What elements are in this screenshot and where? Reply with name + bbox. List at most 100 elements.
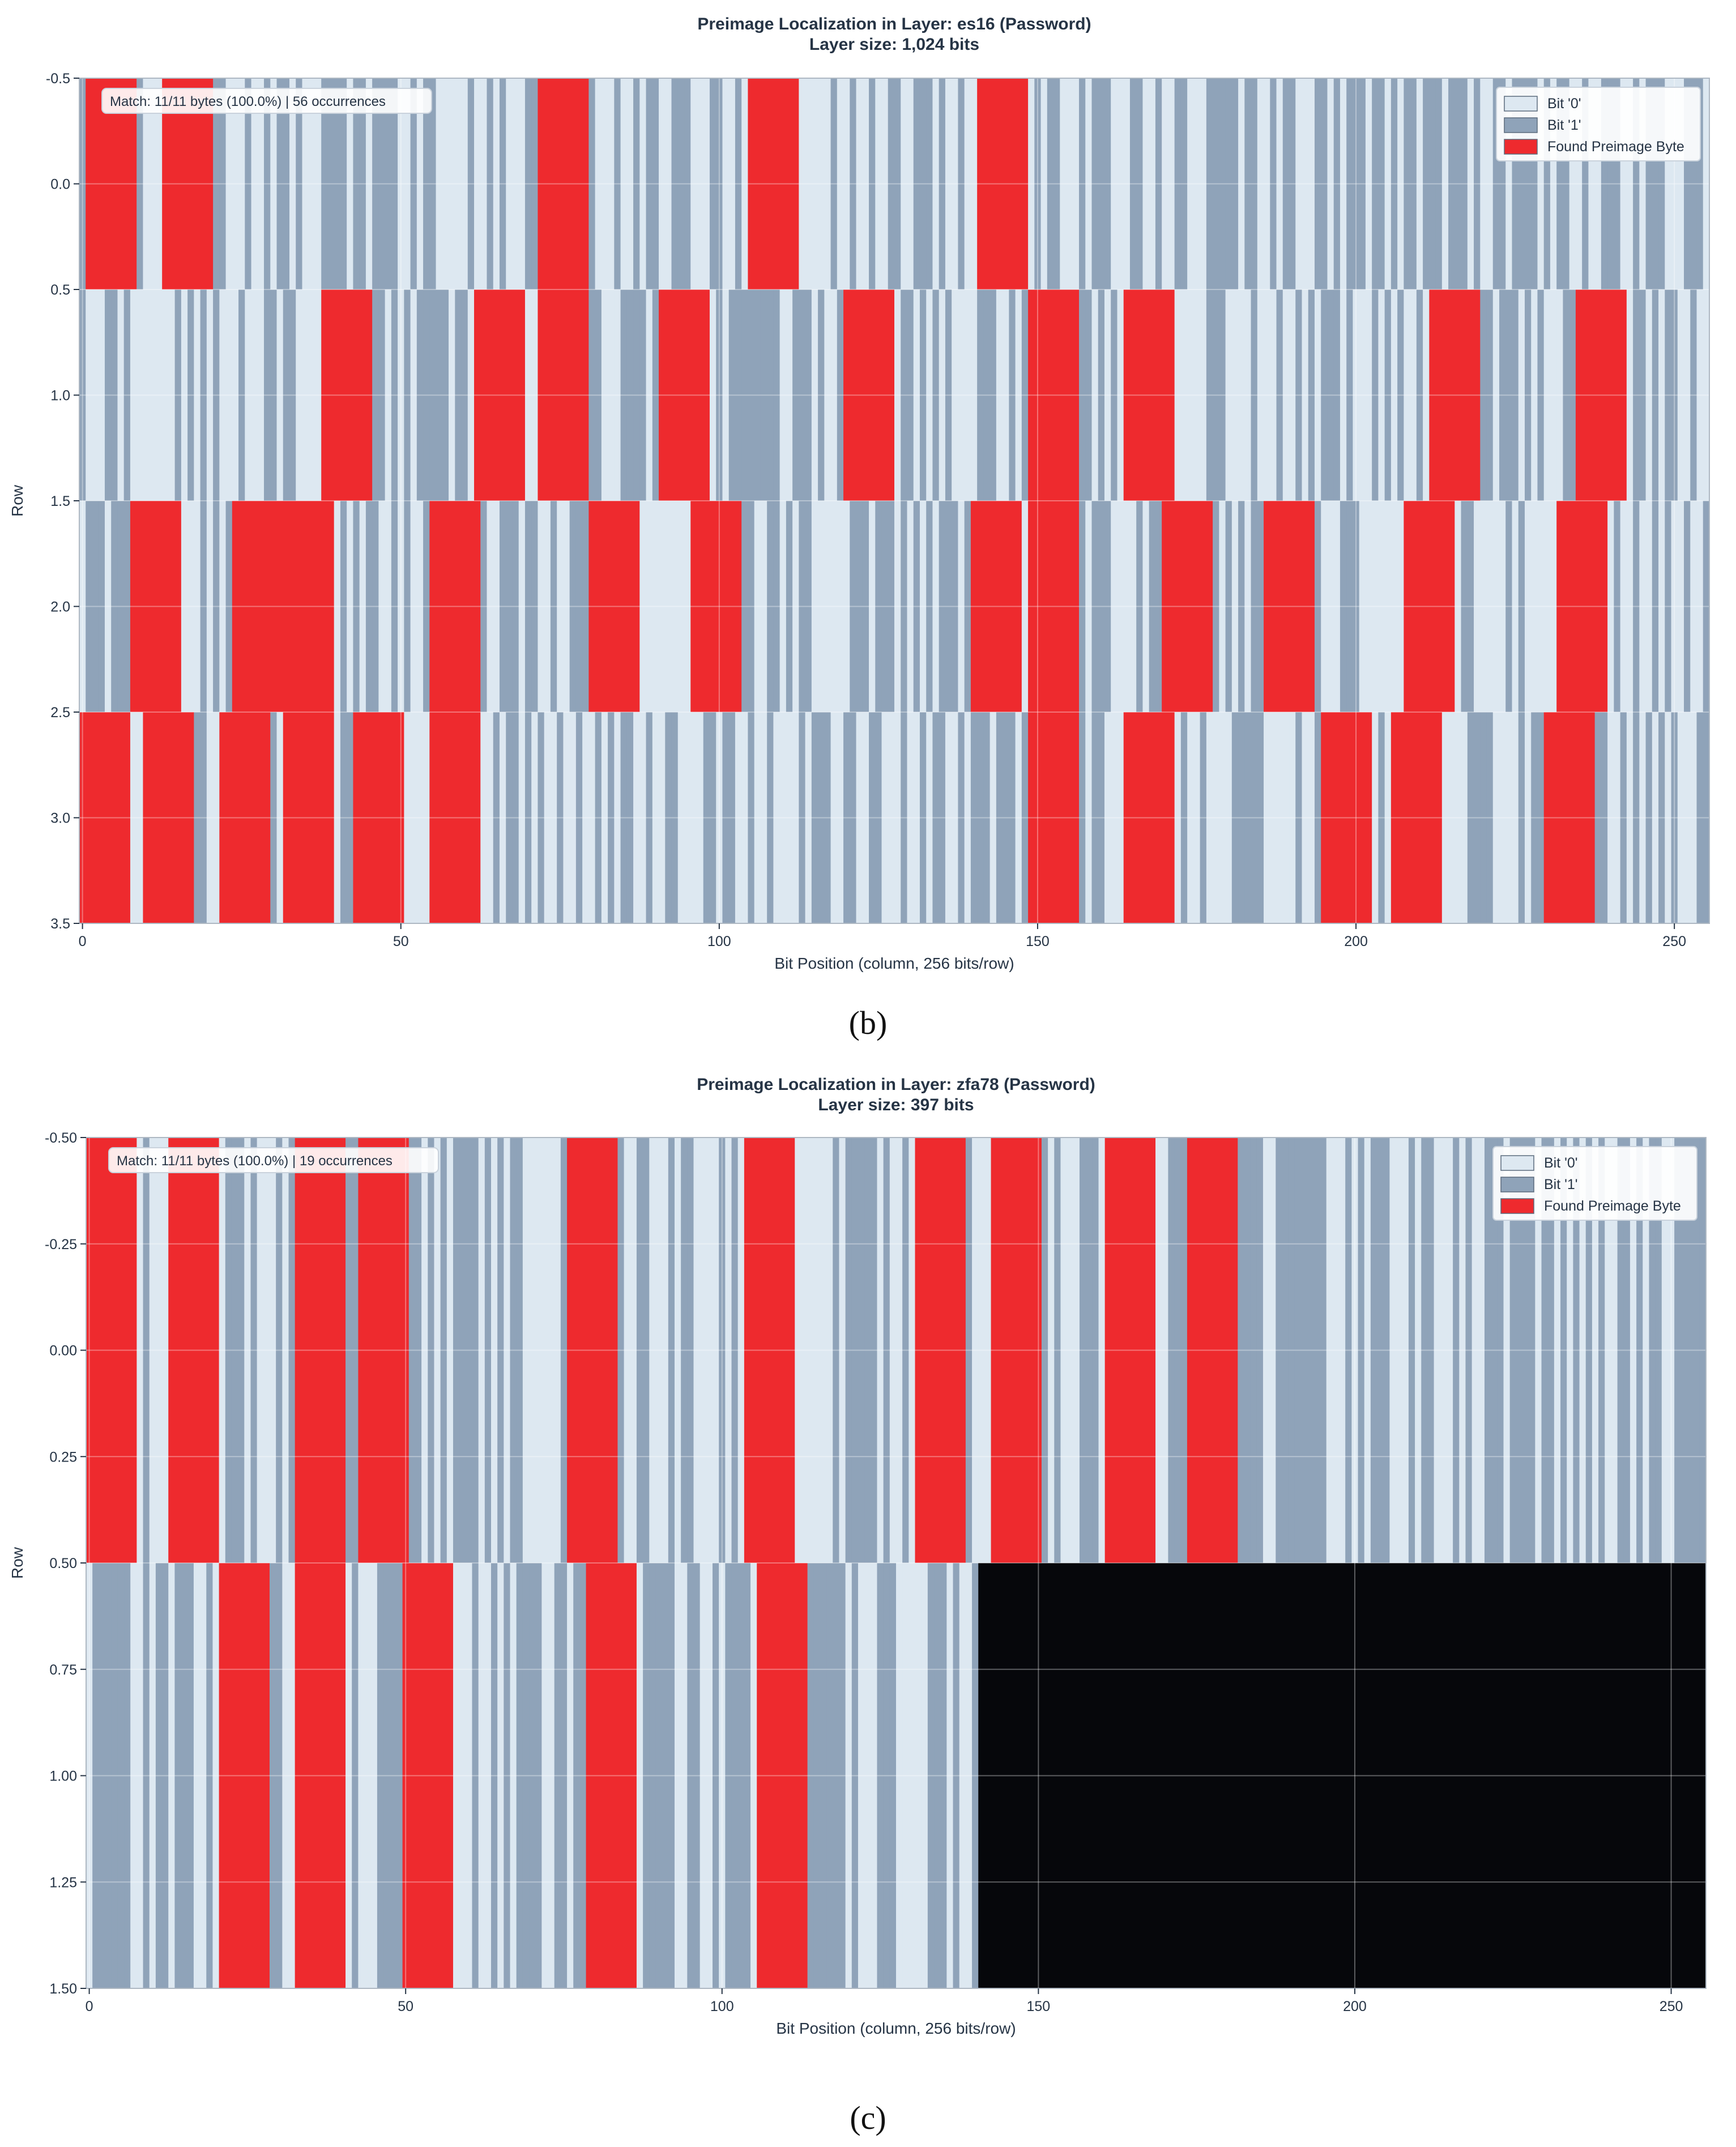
bit-0-cell <box>567 1563 574 1988</box>
chart-subtitle: Layer size: 1,024 bits <box>809 35 979 54</box>
bit-1-cell <box>1636 1138 1643 1563</box>
bit-0-cell <box>541 1563 549 1988</box>
bit-0-cell <box>820 1138 827 1563</box>
bit-0-cell <box>741 712 749 923</box>
bit-1-cell <box>1518 501 1525 712</box>
bit-0-cell <box>206 289 214 501</box>
bit-1-cell <box>1098 78 1105 289</box>
bit-0-cell <box>655 1138 663 1563</box>
bit-1-cell <box>1079 501 1086 712</box>
bit-1-cell <box>1658 78 1665 289</box>
bit-1-cell <box>213 78 220 289</box>
bit-0-cell <box>837 78 844 289</box>
bit-1-cell <box>807 1563 814 1988</box>
bit-1-cell <box>767 289 774 501</box>
bit-1-cell <box>1009 289 1016 501</box>
bit-1-cell <box>684 78 691 289</box>
bit-1-cell <box>377 1563 384 1988</box>
bit-1-cell <box>1288 1138 1295 1563</box>
bit-1-cell <box>1079 289 1086 501</box>
bit-0-cell <box>1607 712 1614 923</box>
bit-1-cell <box>620 289 628 501</box>
bit-0-cell <box>535 1138 542 1563</box>
found-byte-cell <box>915 1138 966 1563</box>
bit-1-cell <box>1512 78 1519 289</box>
bit-0-cell <box>830 289 838 501</box>
bit-1-cell <box>1585 1138 1593 1563</box>
bit-1-cell <box>1301 1138 1308 1563</box>
bit-0-cell <box>843 501 850 712</box>
y-tick-label: 1.0 <box>50 388 70 404</box>
bit-1-cell <box>1174 1138 1181 1563</box>
bit-1-cell <box>352 1563 359 1988</box>
bit-0-cell <box>1365 501 1372 712</box>
bit-1-cell <box>1155 501 1162 712</box>
bit-0-cell <box>497 1563 504 1988</box>
bit-0-cell <box>1415 1138 1422 1563</box>
found-byte-cell <box>1028 712 1080 923</box>
bit-1-cell <box>423 78 430 289</box>
bit-1-cell <box>1516 1138 1523 1563</box>
bit-0-cell <box>1390 501 1398 712</box>
bit-0-cell <box>1677 78 1684 289</box>
chart-title: Preimage Localization in Layer: zfa78 (P… <box>697 1075 1095 1094</box>
bit-1-cell <box>467 78 475 289</box>
bit-0-cell <box>1104 289 1111 501</box>
bit-1-cell <box>340 712 347 923</box>
bit-0-cell <box>554 1138 561 1563</box>
bit-1-cell <box>206 1563 214 1988</box>
bit-1-cell <box>1524 289 1532 501</box>
bit-0-cell <box>1423 289 1430 501</box>
bit-1-cell <box>1614 501 1621 712</box>
found-byte-cell <box>757 1563 808 1988</box>
bit-0-cell <box>504 1138 511 1563</box>
bit-0-cell <box>913 712 920 923</box>
bit-0-cell <box>1117 501 1124 712</box>
bit-0-cell <box>1594 78 1602 289</box>
bit-0-cell <box>601 712 608 923</box>
bit-0-cell <box>1257 78 1264 289</box>
bit-1-cell <box>1499 289 1506 501</box>
bit-0-cell <box>544 501 551 712</box>
bit-1-cell <box>716 78 723 289</box>
bit-0-cell <box>1630 1138 1637 1563</box>
bit-0-cell <box>818 501 825 712</box>
found-byte-cell <box>1575 289 1627 501</box>
bit-0-cell <box>862 712 869 923</box>
bit-1-cell <box>225 501 233 712</box>
bit-1-cell <box>799 712 806 923</box>
bit-0-cell <box>795 1138 802 1563</box>
bit-0-cell <box>1416 78 1423 289</box>
bit-1-cell <box>671 78 679 289</box>
bit-1-cell <box>524 501 532 712</box>
bit-1-cell <box>1219 289 1226 501</box>
bit-1-cell <box>1563 289 1570 501</box>
bit-1-cell <box>1091 712 1099 923</box>
legend-swatch-found <box>1504 139 1538 155</box>
bit-1-cell <box>818 289 825 501</box>
legend-box <box>1492 1146 1697 1221</box>
bit-0-cell <box>639 712 647 923</box>
bit-0-cell <box>1060 1138 1068 1563</box>
bit-1-cell <box>1509 1138 1517 1563</box>
bit-0-cell <box>1091 289 1099 501</box>
bit-0-cell <box>864 1563 871 1988</box>
bit-1-cell <box>378 289 386 501</box>
bit-1-cell <box>1321 289 1328 501</box>
bit-1-cell <box>459 1138 466 1563</box>
bit-0-cell <box>1626 712 1633 923</box>
bit-1-cell <box>1690 289 1697 501</box>
bit-0-cell <box>907 501 914 712</box>
bit-1-cell <box>940 1563 947 1988</box>
bit-0-cell <box>213 712 220 923</box>
bit-1-cell <box>385 78 392 289</box>
bit-0-cell <box>1372 712 1379 923</box>
bit-0-cell <box>308 289 315 501</box>
bit-0-cell <box>639 501 647 712</box>
bit-0-cell <box>79 501 86 712</box>
bit-1-cell <box>901 501 908 712</box>
bit-1-cell <box>939 501 946 712</box>
found-byte-cell <box>429 712 481 923</box>
bit-0-cell <box>760 501 767 712</box>
bit-0-cell <box>370 1563 378 1988</box>
